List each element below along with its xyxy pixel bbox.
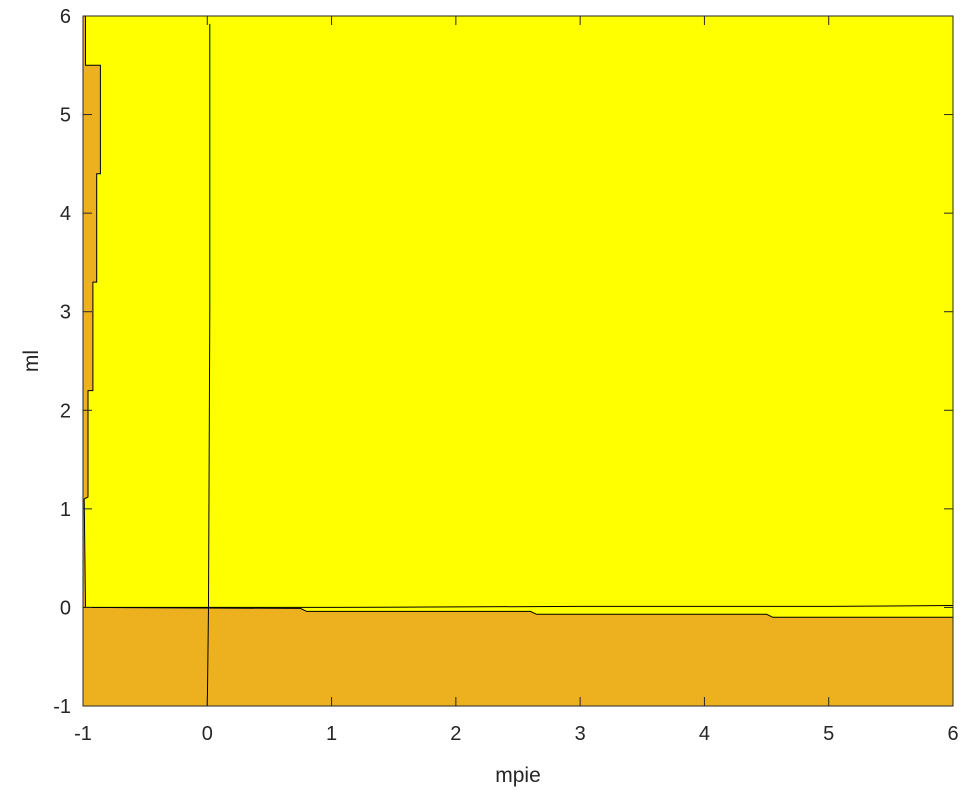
y-tick-label: 4 bbox=[60, 203, 71, 225]
x-tick-label: 3 bbox=[575, 723, 586, 745]
y-tick-label: 2 bbox=[60, 400, 71, 422]
x-tick-label: 1 bbox=[326, 723, 337, 745]
x-tick-label: 0 bbox=[202, 723, 213, 745]
x-axis-title: mpie bbox=[495, 764, 541, 787]
axes-box bbox=[82, 15, 954, 707]
contour-line-1 bbox=[206, 23, 211, 707]
x-tick-label: 5 bbox=[823, 723, 834, 745]
plot-area bbox=[82, 15, 954, 707]
contour-line-2 bbox=[83, 605, 954, 608]
x-tick-label: 6 bbox=[947, 723, 958, 745]
y-tick-label: -1 bbox=[53, 696, 71, 718]
y-tick-label: 5 bbox=[60, 105, 71, 127]
y-tick-label: 0 bbox=[60, 597, 71, 619]
y-tick-label: 6 bbox=[60, 6, 71, 28]
x-tick-label: 2 bbox=[450, 723, 461, 745]
y-axis-title: ml bbox=[20, 350, 43, 372]
high-value-region bbox=[83, 15, 954, 618]
y-tick-label: 3 bbox=[60, 302, 71, 324]
x-tick-label: -1 bbox=[74, 723, 92, 745]
y-axis-ticks: -1 0 1 2 3 4 5 6 bbox=[53, 6, 953, 718]
x-tick-label: 4 bbox=[699, 723, 710, 745]
x-axis-ticks: -1 0 1 2 3 4 5 6 bbox=[74, 16, 959, 745]
y-tick-label: 1 bbox=[60, 499, 71, 521]
contour-lines bbox=[83, 23, 954, 707]
